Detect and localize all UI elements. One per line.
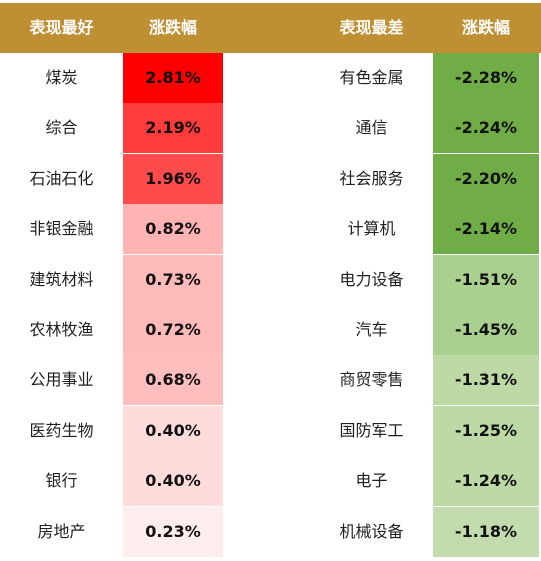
table-row: 非银金融 0.82% 计算机 -2.14% [0,204,541,255]
worst-sector-name: 商贸零售 [339,370,404,390]
best-sector-name: 石油石化 [29,168,94,188]
table-row: 煤炭 2.81% 有色金属 -2.28% [0,53,541,103]
worst-sector-change: -2.20% [433,153,539,204]
worst-sector-name: 汽车 [355,320,388,339]
best-sector-change: 0.40% [123,456,223,507]
worst-sector-name: 电力设备 [339,269,404,289]
best-sector-change: 0.72% [123,305,223,355]
best-sector-change: 2.19% [123,103,223,154]
worst-sector-name: 国防军工 [339,420,404,440]
best-sector-change: 0.40% [123,405,223,456]
worst-sector-name: 通信 [355,118,388,138]
worst-sector-change: -1.51% [433,254,539,305]
header-change-left: 涨跌幅 [148,18,197,37]
best-sector-name: 房地产 [37,521,86,541]
best-sector-name: 煤炭 [45,68,78,87]
worst-sector-change: -2.24% [433,103,539,154]
header-worst-sectors: 表现最差 [339,18,404,37]
best-sector-change: 1.96% [123,153,223,204]
best-sector-change: 0.68% [123,355,223,406]
worst-sector-change: -1.24% [433,456,539,507]
best-sector-name: 农林牧渔 [29,320,94,339]
worst-sector-change: -2.28% [433,53,539,103]
header-change-right: 涨跌幅 [461,18,510,37]
table-row: 综合 2.19% 通信 -2.24% [0,103,541,154]
best-sector-name: 公用事业 [29,370,94,390]
worst-sector-name: 机械设备 [339,521,404,541]
table-row: 建筑材料 0.73% 电力设备 -1.51% [0,254,541,305]
header-best-sectors: 表现最好 [29,18,94,37]
worst-sector-name: 电子 [355,471,388,491]
best-sector-name: 医药生物 [29,420,94,440]
table-header: 表现最好 涨跌幅 表现最差 涨跌幅 [0,3,541,53]
table-row: 银行 0.40% 电子 -1.24% [0,456,541,507]
best-sector-change: 0.82% [123,204,223,255]
table-row: 公用事业 0.68% 商贸零售 -1.31% [0,355,541,406]
worst-sector-change: -1.45% [433,305,539,355]
best-sector-change: 2.81% [123,53,223,103]
best-sector-change: 0.23% [123,506,223,557]
best-sector-name: 非银金融 [29,219,94,239]
table-row: 农林牧渔 0.72% 汽车 -1.45% [0,305,541,355]
worst-sector-change: -2.14% [433,204,539,255]
best-sector-name: 建筑材料 [29,269,94,289]
worst-sector-change: -1.18% [433,506,539,557]
worst-sector-change: -1.31% [433,355,539,406]
best-sector-name: 银行 [45,471,78,491]
worst-sector-name: 社会服务 [339,168,404,188]
worst-sector-change: -1.25% [433,405,539,456]
table-row: 石油石化 1.96% 社会服务 -2.20% [0,153,541,204]
table-row: 房地产 0.23% 机械设备 -1.18% [0,506,541,557]
best-sector-name: 综合 [45,118,78,138]
worst-sector-name: 计算机 [347,219,396,239]
table-row: 医药生物 0.40% 国防军工 -1.25% [0,405,541,456]
worst-sector-name: 有色金属 [339,68,404,87]
best-sector-change: 0.73% [123,254,223,305]
